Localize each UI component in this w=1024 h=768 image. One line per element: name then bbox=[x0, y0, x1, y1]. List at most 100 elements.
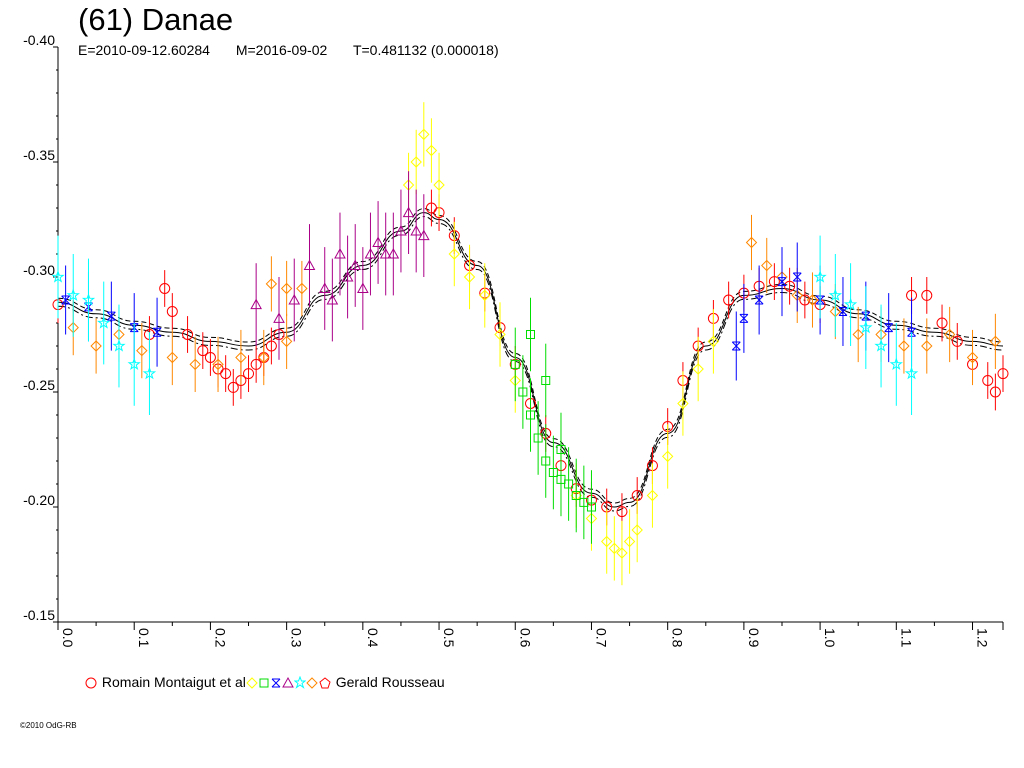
data-point bbox=[212, 336, 224, 392]
data-point bbox=[410, 189, 423, 273]
data-point bbox=[425, 189, 437, 227]
data-point bbox=[410, 129, 422, 195]
data-point bbox=[66, 254, 80, 337]
x-tick-label: 0.7 bbox=[593, 628, 609, 648]
x-tick-label: 0.0 bbox=[60, 628, 76, 648]
point-marker bbox=[982, 375, 994, 386]
point-marker bbox=[417, 229, 430, 241]
point-marker bbox=[966, 351, 979, 364]
data-point bbox=[843, 263, 858, 346]
point-marker bbox=[204, 352, 216, 363]
point-marker bbox=[106, 311, 116, 321]
point-marker bbox=[731, 341, 741, 351]
x-tick-label: 0.2 bbox=[212, 628, 228, 648]
modified-label: M=2016-09-02 bbox=[235, 42, 328, 58]
legend-marker-pentagon bbox=[319, 677, 331, 689]
data-point bbox=[989, 313, 1002, 369]
point-marker bbox=[197, 345, 209, 357]
legend: Romain Montaigut et al Gerald Rousseau bbox=[84, 674, 445, 690]
point-marker bbox=[646, 489, 659, 502]
point-marker bbox=[889, 357, 903, 371]
point-marker bbox=[548, 468, 558, 477]
data-point bbox=[777, 247, 787, 317]
data-point bbox=[731, 311, 741, 381]
point-marker bbox=[661, 450, 674, 463]
data-point bbox=[806, 272, 819, 328]
epoch-label: E=2010-09-12.60284 bbox=[78, 42, 210, 58]
data-point bbox=[997, 355, 1009, 392]
data-point bbox=[586, 470, 596, 544]
data-point bbox=[425, 118, 438, 183]
point-marker bbox=[784, 280, 796, 292]
point-marker bbox=[510, 359, 520, 369]
point-marker bbox=[220, 368, 232, 380]
point-marker bbox=[250, 298, 262, 310]
point-marker bbox=[843, 297, 858, 311]
legend-marker-orange bbox=[306, 677, 318, 690]
x-tick-label: 0.8 bbox=[670, 628, 686, 648]
point-marker bbox=[349, 259, 362, 270]
data-point bbox=[661, 424, 674, 489]
point-marker bbox=[318, 282, 331, 293]
point-marker bbox=[410, 224, 423, 236]
data-point bbox=[159, 270, 171, 307]
data-point bbox=[541, 424, 551, 498]
data-point bbox=[510, 327, 520, 402]
point-marker bbox=[526, 410, 535, 420]
series-green bbox=[510, 297, 596, 544]
data-point bbox=[556, 412, 566, 487]
data-point bbox=[402, 171, 415, 254]
point-marker bbox=[265, 278, 278, 290]
point-marker bbox=[579, 497, 589, 507]
copyright-notice: ©2010 OdG-RB bbox=[20, 721, 77, 730]
data-point bbox=[601, 509, 613, 574]
data-point bbox=[799, 281, 811, 319]
data-point bbox=[631, 497, 643, 563]
point-marker bbox=[112, 338, 126, 352]
axes: -0.40 -0.35 -0.30 -0.25 -0.20 -0.15 0.0 0.1 0.2 0… bbox=[23, 32, 1004, 648]
data-point bbox=[982, 362, 994, 399]
data-point bbox=[526, 297, 535, 372]
point-marker bbox=[341, 270, 354, 282]
data-point bbox=[280, 260, 293, 317]
point-marker bbox=[51, 269, 65, 283]
point-marker bbox=[806, 294, 819, 306]
point-marker bbox=[448, 248, 460, 260]
data-point bbox=[250, 346, 262, 383]
data-point bbox=[754, 265, 764, 335]
data-point bbox=[898, 318, 910, 374]
data-point bbox=[463, 244, 476, 310]
point-marker bbox=[936, 317, 948, 329]
point-marker bbox=[273, 312, 285, 323]
data-point bbox=[90, 318, 102, 374]
data-point bbox=[608, 516, 621, 581]
data-points bbox=[51, 102, 1009, 586]
data-point bbox=[334, 212, 346, 296]
point-marker bbox=[518, 387, 528, 397]
data-point bbox=[943, 306, 956, 363]
data-point bbox=[768, 263, 780, 300]
point-marker bbox=[235, 351, 247, 364]
series-blue bbox=[61, 242, 916, 381]
data-point bbox=[265, 256, 278, 312]
data-point bbox=[494, 302, 506, 367]
point-marker bbox=[989, 335, 1002, 348]
x-tick-label: 0.4 bbox=[365, 628, 381, 648]
point-marker bbox=[754, 295, 764, 305]
data-point bbox=[372, 201, 384, 284]
point-marker bbox=[395, 224, 407, 236]
chart-subtitle: E=2010-09-12.60284 M=2016-09-02 T=0.4811… bbox=[78, 42, 521, 58]
point-marker bbox=[61, 295, 70, 305]
point-marker bbox=[677, 397, 689, 410]
data-point bbox=[784, 267, 796, 305]
legend-marker-green bbox=[259, 678, 269, 688]
point-marker bbox=[692, 363, 704, 375]
point-marker bbox=[745, 236, 758, 249]
data-point bbox=[182, 316, 194, 353]
point-marker bbox=[761, 259, 773, 272]
legend-marker-yellow bbox=[246, 677, 258, 690]
data-point bbox=[739, 283, 749, 353]
point-marker bbox=[616, 506, 628, 518]
data-point bbox=[243, 355, 255, 392]
period-label: T=0.481132 (0.000018) bbox=[352, 42, 499, 58]
